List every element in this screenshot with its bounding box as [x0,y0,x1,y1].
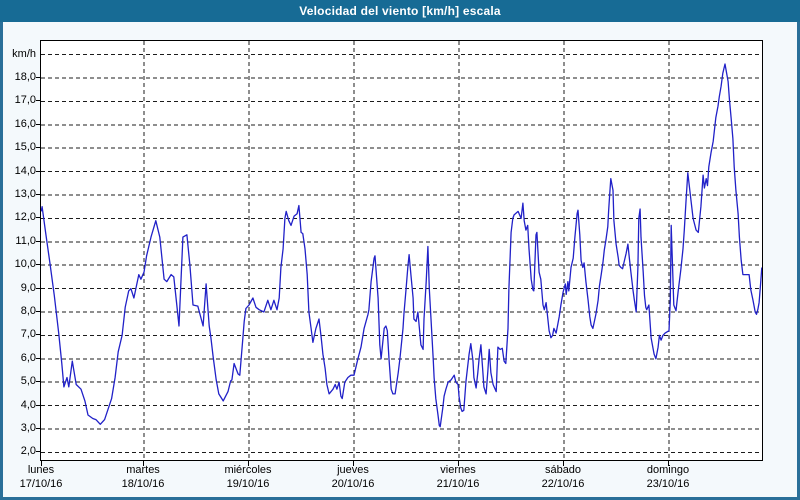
y-tick-label: 5,0 [20,375,36,388]
x-tick-mark [563,461,564,466]
x-tick-mark [41,461,42,466]
x-date-label: 21/10/16 [436,478,480,490]
y-tick-label: 6,0 [20,351,36,364]
wind-speed-line [41,63,762,428]
plot-frame [40,40,763,461]
y-tick-label: 16,0 [14,117,36,130]
x-date-label: 17/10/16 [19,478,63,490]
y-tick-label: 15,0 [14,141,36,154]
x-date-label: 20/10/16 [331,478,375,490]
y-tick-label: 8,0 [20,305,36,317]
y-tick-label: 14,0 [14,164,36,177]
window-title: Velocidad del viento [km/h] escala [299,4,501,18]
y-tick-label: 2,0 [20,445,36,458]
x-date-label: 18/10/16 [121,478,165,490]
y-tick-mark [36,240,40,242]
x-tick-mark [668,461,669,466]
x-day-label: martes [126,464,160,476]
y-tick-mark [36,217,40,219]
x-tick-mark [353,461,354,466]
y-tick-mark [36,428,40,429]
x-day-label: miércoles [224,464,272,476]
x-day-label: viernes [440,464,476,476]
chart-area: 18,0 17,0 16,0 15,0 14,0 13,0 12,0 11,0 10,0 9,0 8… [3,22,797,497]
y-tick-label: 9,0 [20,281,36,294]
y-tick-mark [36,287,40,289]
y-tick-label: 10,0 [14,258,36,271]
x-date-label: 22/10/16 [541,478,585,490]
y-tick-mark [36,100,40,102]
y-tick-mark [36,77,40,78]
y-tick-mark [36,381,40,383]
y-tick-mark [36,147,40,149]
y-tick-mark [36,194,40,195]
y-tick-mark [36,357,40,359]
x-day-label: domingo [646,464,690,476]
y-tick-mark [36,334,40,336]
y-tick-label: 18,0 [14,71,36,83]
y-tick-label: 7,0 [20,328,36,341]
wind-speed-chart [41,41,762,460]
x-day-label: sábado [544,464,582,476]
y-tick-label: 12,0 [14,211,36,224]
y-tick-mark [36,311,40,312]
x-day-label: jueves [337,464,369,476]
y-axis-unit-label: km/h [12,47,36,60]
x-date-label: 19/10/16 [226,478,270,490]
y-tick-mark [36,264,40,266]
y-tick-label: 13,0 [14,188,36,200]
title-bar: Velocidad del viento [km/h] escala [0,0,800,22]
y-tick-label: 4,0 [20,398,36,411]
x-tick-mark [143,461,144,466]
y-tick-label: 17,0 [14,94,36,107]
x-tick-mark [248,461,249,466]
x-tick-mark [458,461,459,466]
y-tick-mark [36,170,40,172]
y-tick-mark [36,404,40,406]
y-tick-mark [36,123,40,125]
y-tick-mark [36,451,40,453]
y-tick-label: 3,0 [20,422,36,434]
y-tick-label: 11,0 [15,234,36,247]
x-day-label: lunes [27,464,55,476]
x-date-label: 23/10/16 [646,478,690,490]
